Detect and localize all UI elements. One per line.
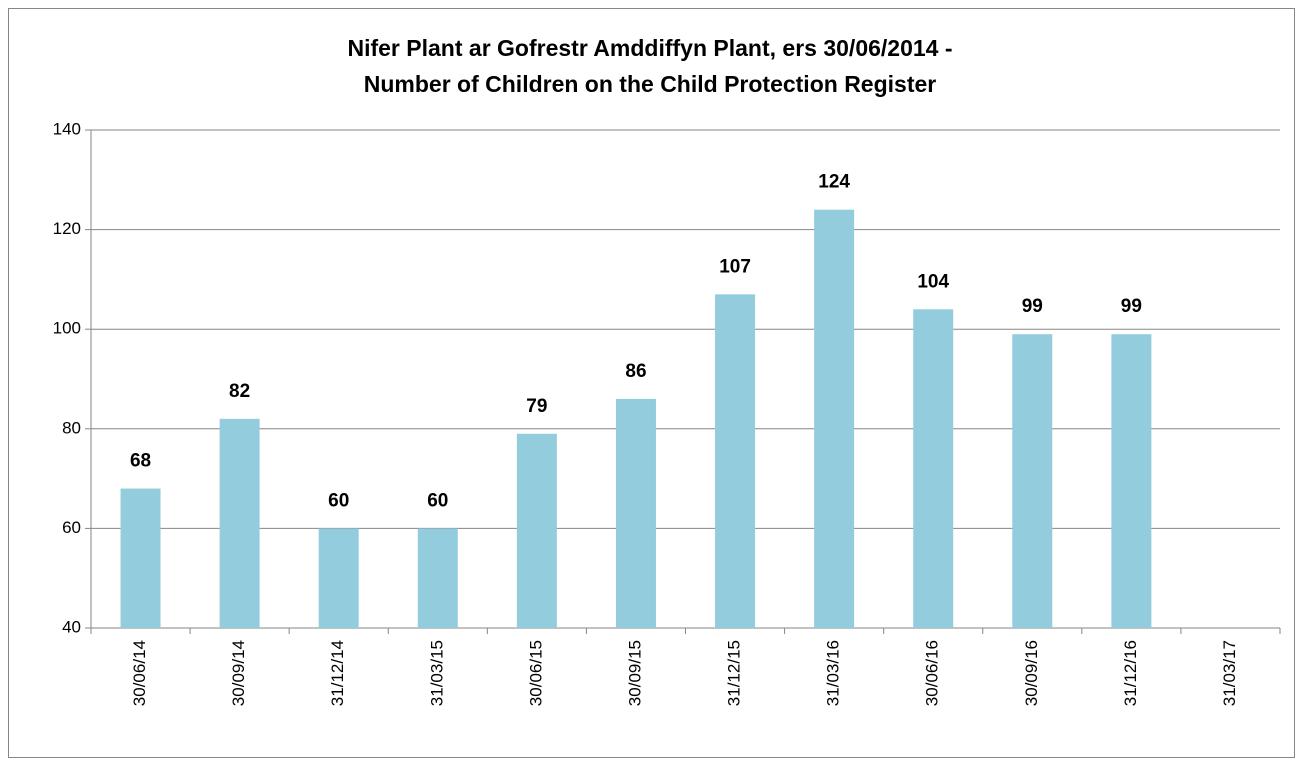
y-tick-label: 100: [53, 319, 81, 338]
value-label: 107: [719, 256, 751, 277]
value-label: 104: [917, 271, 949, 292]
x-tick-label: 31/03/17: [1220, 640, 1239, 706]
x-tick-label: 31/03/16: [824, 640, 843, 706]
chart-title: Number of Children on the Child Protecti…: [364, 71, 937, 97]
x-tick-label: 30/06/16: [923, 640, 942, 706]
x-tick-label: 30/06/14: [130, 640, 149, 706]
bar: [1012, 334, 1053, 628]
bar: [120, 488, 161, 628]
bar: [318, 528, 359, 628]
value-label: 60: [328, 490, 349, 511]
chart-border: [8, 8, 1295, 758]
bar: [219, 418, 260, 628]
y-tick-label: 120: [53, 219, 81, 238]
x-tick-label: 31/03/15: [427, 640, 446, 706]
x-tick-label: 30/09/14: [229, 640, 248, 706]
x-tick-label: 30/09/16: [1022, 640, 1041, 706]
x-tick-label: 31/12/14: [328, 640, 347, 706]
y-tick-label: 80: [62, 418, 81, 437]
y-tick-label: 40: [62, 617, 81, 636]
bar: [715, 294, 756, 628]
value-label: 99: [1022, 296, 1043, 317]
x-tick-label: 31/12/16: [1121, 640, 1140, 706]
x-tick-label: 30/06/15: [526, 640, 545, 706]
value-label: 86: [625, 361, 646, 382]
y-tick-label: 140: [53, 119, 81, 138]
bar: [814, 209, 855, 628]
value-label: 68: [130, 451, 151, 472]
bar: [615, 398, 656, 628]
value-label: 99: [1121, 296, 1142, 317]
value-label: 82: [229, 381, 250, 402]
value-label: 124: [818, 172, 850, 193]
value-label: 60: [427, 490, 448, 511]
y-tick-label: 60: [62, 518, 81, 537]
bar: [913, 309, 954, 628]
x-tick-label: 31/12/15: [725, 640, 744, 706]
chart-title: Nifer Plant ar Gofrestr Amddiffyn Plant,…: [347, 35, 952, 61]
bar: [1111, 334, 1152, 628]
value-label: 79: [526, 396, 547, 417]
bar: [516, 433, 557, 628]
x-tick-label: 30/09/15: [625, 640, 644, 706]
bar: [417, 528, 458, 628]
